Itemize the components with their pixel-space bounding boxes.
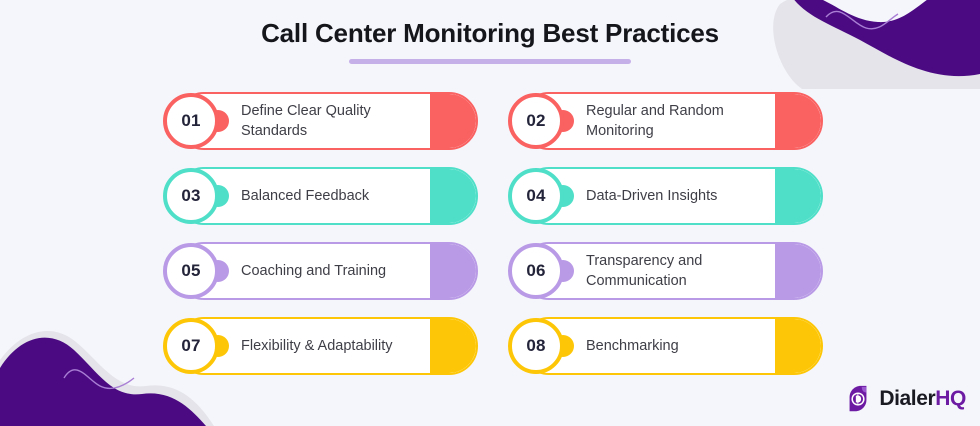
practice-pill bbox=[175, 92, 478, 150]
practice-number-badge: 01 bbox=[163, 93, 219, 149]
brand-name-accent: HQ bbox=[935, 387, 966, 410]
practice-pill bbox=[520, 92, 823, 150]
pill-endcap bbox=[775, 94, 821, 148]
practice-label: Balanced Feedback bbox=[241, 188, 370, 204]
practice-label: Benchmarking bbox=[586, 338, 679, 354]
practice-pill bbox=[175, 317, 478, 375]
practice-number-badge: 05 bbox=[163, 243, 219, 299]
brand-name-primary: Dialer bbox=[879, 387, 936, 410]
practice-pill bbox=[520, 242, 823, 300]
practice-label: Regular and Random Monitoring bbox=[586, 103, 724, 139]
practice-card[interactable]: 02 Regular and Random Monitoring bbox=[508, 92, 823, 150]
practice-number: 02 bbox=[526, 111, 546, 130]
practice-card[interactable]: 01 Define Clear Quality Standards bbox=[163, 92, 478, 150]
practice-number: 01 bbox=[181, 111, 201, 130]
practice-number: 04 bbox=[526, 186, 546, 205]
practice-number-badge: 08 bbox=[508, 318, 564, 374]
practice-list: 01 Define Clear Quality Standards 02 Reg… bbox=[163, 92, 823, 375]
header: Call Center Monitoring Best Practices bbox=[0, 16, 980, 64]
practice-card[interactable]: 07 Flexibility & Adaptability bbox=[163, 317, 478, 375]
practice-number-badge: 07 bbox=[163, 318, 219, 374]
practice-label: Transparency and Communication bbox=[586, 253, 703, 289]
practice-pill bbox=[175, 242, 478, 300]
pill-endcap bbox=[775, 169, 821, 223]
practice-card[interactable]: 08 Benchmarking bbox=[508, 317, 823, 375]
practice-label: Coaching and Training bbox=[241, 263, 387, 279]
practice-number-badge: 04 bbox=[508, 168, 564, 224]
practice-card[interactable]: 03 Balanced Feedback bbox=[163, 167, 478, 225]
pill-endcap bbox=[430, 319, 476, 373]
practice-label: Flexibility & Adaptability bbox=[241, 338, 393, 354]
practice-card[interactable]: 06 Transparency and Communication bbox=[508, 242, 823, 300]
pill-endcap bbox=[430, 169, 476, 223]
dialerhq-logo-icon bbox=[849, 385, 867, 412]
practice-card[interactable]: 05 Coaching and Training bbox=[163, 242, 478, 300]
practice-number: 07 bbox=[181, 336, 201, 355]
practice-number: 03 bbox=[181, 186, 201, 205]
practice-number-badge: 06 bbox=[508, 243, 564, 299]
title-underline bbox=[349, 59, 631, 64]
practice-card[interactable]: 04 Data-Driven Insights bbox=[508, 167, 823, 225]
practice-number: 06 bbox=[526, 261, 546, 280]
brand-name: DialerHQ bbox=[879, 387, 966, 411]
pill-endcap bbox=[430, 94, 476, 148]
pill-endcap bbox=[775, 319, 821, 373]
practice-number: 05 bbox=[181, 261, 201, 280]
practice-label: Data-Driven Insights bbox=[586, 188, 718, 204]
practice-number-badge: 02 bbox=[508, 93, 564, 149]
practice-label: Define Clear Quality Standards bbox=[241, 103, 371, 139]
brand-logo[interactable]: DialerHQ bbox=[843, 384, 966, 414]
pill-endcap bbox=[430, 244, 476, 298]
practice-number-badge: 03 bbox=[163, 168, 219, 224]
pill-endcap bbox=[775, 244, 821, 298]
practice-number: 08 bbox=[526, 336, 546, 355]
page-title: Call Center Monitoring Best Practices bbox=[261, 18, 719, 48]
